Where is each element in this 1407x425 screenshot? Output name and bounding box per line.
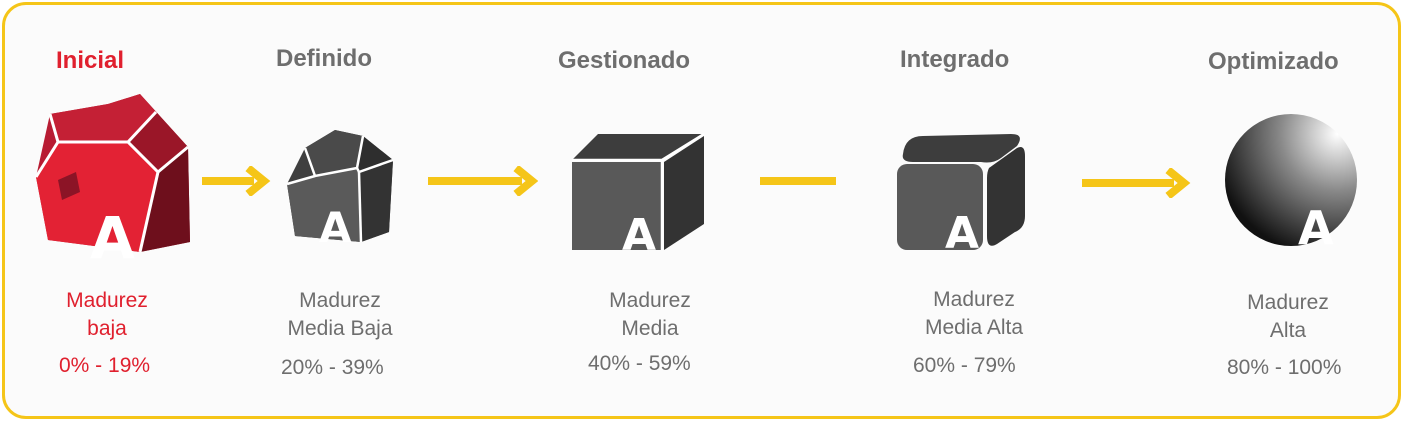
- desc-line1: Madurez: [609, 289, 691, 312]
- gray-rock-icon: A: [286, 130, 394, 244]
- logo-letter: A: [1298, 201, 1334, 248]
- desc-line2: Media: [621, 317, 679, 340]
- stage-title-integrado: Integrado: [900, 46, 1010, 73]
- red-rock-icon: A: [34, 94, 190, 262]
- stage-range-optimizado: 80% - 100%: [1227, 356, 1342, 379]
- stage-title-optimizado: Optimizado: [1208, 48, 1339, 75]
- sphere-icon: A: [1225, 114, 1357, 248]
- logo-letter: A: [319, 203, 352, 244]
- stage-desc-inicial: Madurez baja: [57, 287, 157, 343]
- desc-line2: baja: [87, 317, 127, 340]
- stage-title-gestionado: Gestionado: [558, 47, 691, 74]
- stage-range-definido: 20% - 39%: [281, 356, 384, 379]
- desc-line2: Media Baja: [287, 317, 393, 340]
- desc-line1: Madurez: [299, 289, 381, 312]
- desc-line1: Madurez: [933, 288, 1015, 311]
- stage-desc-gestionado: Madurez Media: [590, 287, 710, 343]
- logo-letter: A: [622, 210, 656, 250]
- arrow-right-icon: [1082, 168, 1191, 198]
- stage-range-gestionado: 40% - 59%: [588, 352, 691, 375]
- desc-line1: Madurez: [66, 289, 148, 312]
- stage-range-inicial: 0% - 19%: [59, 354, 151, 377]
- stage-title-definido: Definido: [276, 45, 372, 72]
- connector-line: [760, 177, 836, 185]
- desc-line2: Alta: [1269, 319, 1307, 342]
- desc-line2: Media Alta: [924, 316, 1024, 339]
- logo-letter: A: [945, 208, 979, 250]
- cube-icon: A: [572, 132, 705, 250]
- arrow-right-icon: [202, 166, 271, 196]
- stage-desc-integrado: Madurez Media Alta: [904, 286, 1044, 342]
- stage-desc-definido: Madurez Media Baja: [270, 287, 410, 343]
- stage-title-inicial: Inicial: [56, 47, 125, 74]
- stage-range-integrado: 60% - 79%: [913, 354, 1016, 377]
- stage-desc-optimizado: Madurez Alta: [1233, 289, 1343, 345]
- desc-line1: Madurez: [1247, 291, 1329, 314]
- rounded-cube-icon: A: [897, 134, 1025, 250]
- logo-letter: A: [90, 204, 135, 262]
- arrow-right-icon: [428, 166, 538, 196]
